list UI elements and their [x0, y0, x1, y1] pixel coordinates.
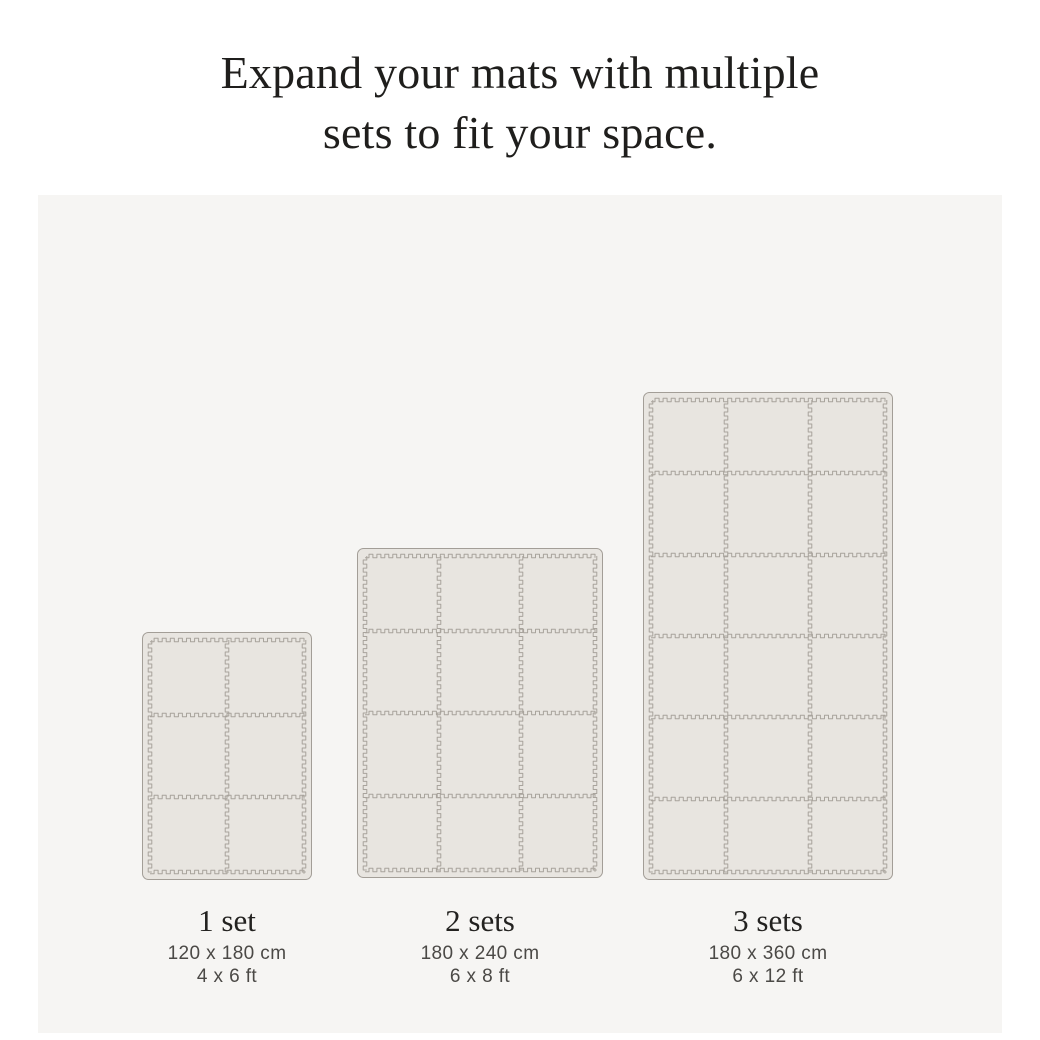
mat-label-block-3-sets: 3 sets 180 x 360 cm 6 x 12 ft	[623, 903, 913, 988]
mat-sets-label: 2 sets	[445, 903, 515, 938]
mat-label-block-1-set: 1 set 120 x 180 cm 4 x 6 ft	[122, 903, 332, 988]
mat-dimensions-ft: 6 x 8 ft	[449, 966, 511, 987]
mat-dimensions-ft: 4 x 6 ft	[196, 966, 258, 987]
page-title-line-1: Expand your mats with multiple	[220, 46, 820, 98]
mat-dimensions-cm: 180 x 360 cm	[708, 943, 828, 964]
mat-diagram-1-set	[142, 632, 312, 880]
page-title: Expand your mats with multiple sets to fi…	[0, 43, 1040, 163]
mat-dimensions-ft: 6 x 12 ft	[732, 966, 804, 987]
mat-sets-label: 3 sets	[733, 903, 803, 938]
mat-sets-label: 1 set	[198, 903, 256, 938]
mat-dimensions-cm: 180 x 240 cm	[420, 943, 540, 964]
mat-label-block-2-sets: 2 sets 180 x 240 cm 6 x 8 ft	[337, 903, 623, 988]
mat-diagram-3-sets	[643, 392, 893, 880]
mat-diagram-2-sets	[357, 548, 603, 878]
page-title-line-2: sets to fit your space.	[322, 106, 718, 158]
mat-dimensions-cm: 120 x 180 cm	[167, 943, 287, 964]
